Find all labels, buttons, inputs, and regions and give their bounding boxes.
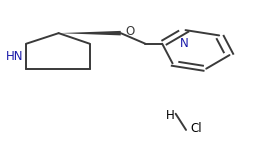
Text: H: H: [166, 109, 174, 122]
Text: N: N: [180, 37, 189, 50]
Text: Cl: Cl: [191, 122, 202, 135]
Polygon shape: [59, 31, 121, 35]
Text: HN: HN: [6, 50, 24, 63]
Text: O: O: [125, 25, 135, 38]
